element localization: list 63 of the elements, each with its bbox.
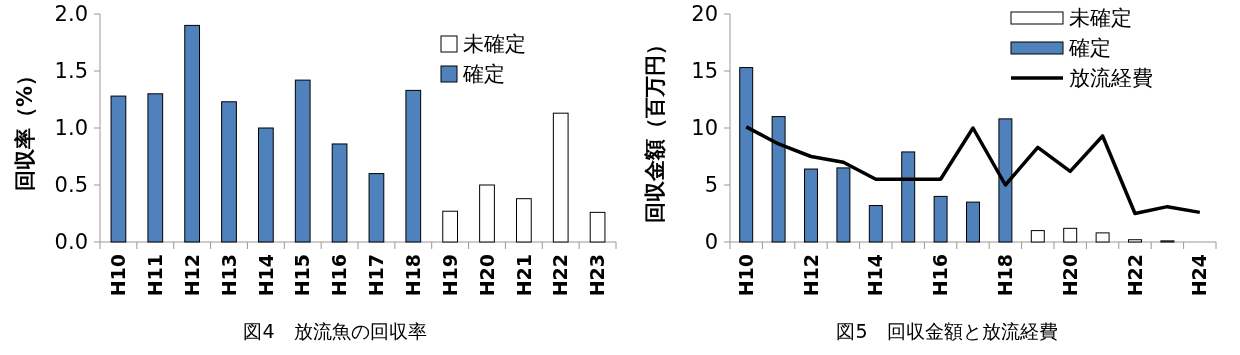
x-tick-label: H15 [291, 254, 314, 297]
bar [515, 198, 532, 243]
y-tick-label: 5 [704, 173, 718, 198]
bar [294, 79, 311, 243]
bar [331, 143, 348, 243]
bar [110, 95, 127, 243]
bar [442, 210, 459, 243]
x-tick-label: H14 [864, 254, 887, 297]
legend-label: 放流経費 [1069, 66, 1153, 91]
bar [257, 127, 274, 243]
bar [405, 89, 422, 243]
x-tick-label: H24 [1188, 254, 1211, 297]
y-tick-label: 0.5 [54, 173, 88, 198]
y-tick-label: 1.0 [54, 116, 88, 141]
y-tick-label: 20 [691, 2, 718, 27]
bar [221, 101, 237, 243]
bar [933, 195, 948, 243]
x-tick-label: H21 [512, 254, 535, 297]
legend-label: 確定 [1068, 36, 1111, 61]
bar [552, 112, 569, 243]
x-tick-label: H11 [143, 254, 166, 297]
bar [966, 201, 980, 243]
y-tick-label: 15 [691, 59, 718, 84]
x-tick-label: H20 [475, 254, 498, 297]
x-tick-label: H14 [254, 254, 277, 297]
x-tick-label: H17 [365, 254, 388, 297]
bar [804, 168, 818, 243]
legend-label: 確定 [462, 62, 505, 87]
bar [1128, 239, 1142, 243]
x-tick-label: H22 [549, 254, 572, 297]
bar [147, 93, 164, 243]
x-tick-label: H19 [438, 254, 461, 297]
x-tick-label: H12 [180, 254, 203, 297]
y-tick-label: 0.0 [54, 230, 88, 255]
y-tick-label: 2.0 [54, 2, 88, 27]
bar [1030, 230, 1045, 243]
y-tick-label: 10 [691, 116, 718, 141]
x-tick-label: H20 [1058, 254, 1081, 297]
y-axis-title: 回収金額（百万円） [643, 33, 667, 223]
x-tick-label: H16 [328, 254, 351, 297]
x-tick-label: H10 [107, 254, 130, 297]
x-tick-label: H23 [586, 254, 609, 297]
y-tick-label: 0 [704, 230, 718, 255]
x-tick-label: H10 [734, 254, 757, 297]
bar [589, 211, 606, 243]
bar [868, 205, 883, 243]
y-tick-label: 1.5 [54, 59, 88, 84]
text: 図5 回収金額と放流経費 [836, 320, 1058, 342]
bar [184, 24, 201, 243]
bar [1063, 227, 1078, 243]
text: 図4 放流魚の回収率 [243, 320, 427, 342]
x-tick-label: H22 [1123, 254, 1146, 297]
bar [368, 173, 385, 243]
x-tick-label: H12 [799, 254, 822, 297]
y-axis-title: 回収率（%） [13, 64, 37, 192]
bar [1095, 232, 1110, 243]
x-tick-label: H18 [994, 254, 1017, 297]
legend-label: 未確定 [1069, 6, 1132, 31]
x-tick-label: H13 [217, 254, 240, 297]
x-tick-label: H16 [929, 254, 952, 297]
x-tick-label: H18 [401, 254, 424, 297]
legend-label: 未確定 [463, 32, 526, 57]
bar [479, 184, 495, 243]
